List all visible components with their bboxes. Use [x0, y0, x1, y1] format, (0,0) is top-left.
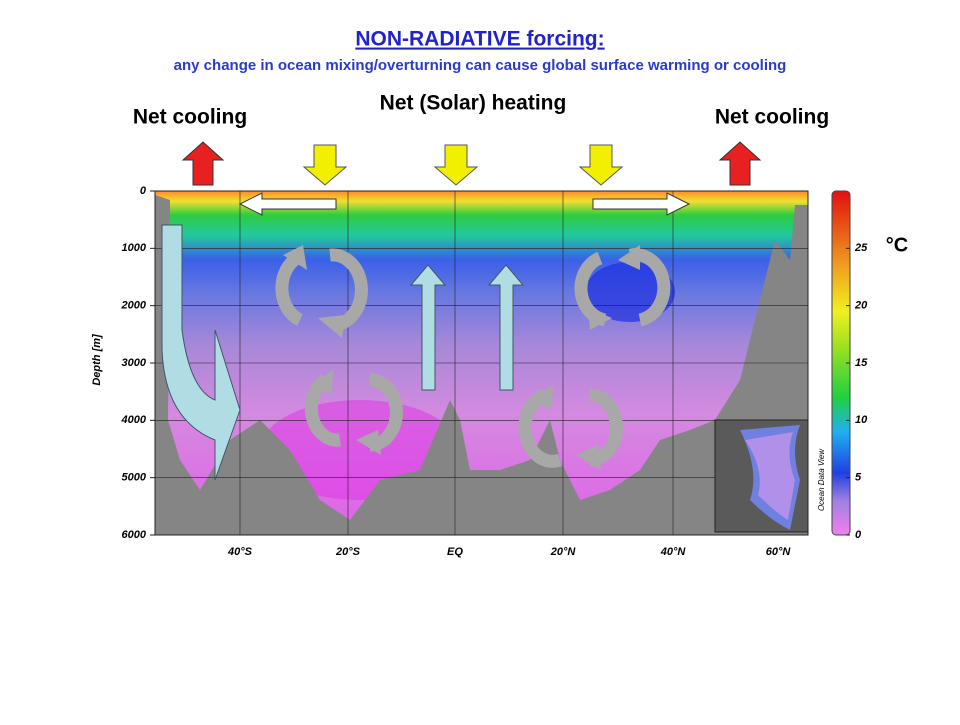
overturning-cells [275, 248, 671, 468]
upwelling-arrow [409, 264, 447, 391]
map-ocean [745, 432, 795, 520]
heating-arrow [433, 144, 479, 186]
colorbar-tick-label: 25 [854, 242, 868, 254]
cooling-arrow [181, 141, 225, 186]
colorbar-tick-label: 15 [855, 357, 868, 369]
x-tick-label: 40°S [227, 546, 253, 558]
title: NON-RADIATIVE forcing: [355, 28, 604, 51]
y-tick-label: 3000 [122, 357, 147, 369]
x-tick-label: 20°S [335, 546, 361, 558]
cell-arrowheads [283, 245, 640, 470]
y-tick-label: 1000 [122, 242, 147, 254]
heating-arrow [578, 144, 624, 186]
y-tick-label: 4000 [121, 414, 147, 426]
x-tick-label: EQ [447, 546, 463, 558]
subtitle: any change in ocean mixing/overturning c… [174, 57, 787, 74]
colorbar-tick-label: 0 [855, 529, 862, 541]
colorbar-tick-label: 5 [855, 472, 862, 484]
y-tick-label: 5000 [122, 472, 147, 484]
cooling-arrow [718, 141, 762, 186]
y-tick-label: 6000 [122, 529, 147, 541]
heating-arrow [302, 144, 348, 186]
inset-map [714, 419, 809, 533]
colorbar-tick-label: 20 [854, 300, 868, 312]
arrows [161, 141, 762, 481]
colorbar-unit: °C [886, 234, 908, 256]
x-tick-label: 20°N [550, 546, 577, 558]
credit: Ocean Data View [817, 448, 826, 511]
y-axis-label: Depth [m] [91, 334, 103, 386]
surface-flow [592, 192, 691, 216]
x-tick-label: 40°N [660, 546, 687, 558]
deep-water-arrow [161, 224, 241, 481]
x-tick-label: 60°N [766, 546, 792, 558]
y-tick-label: 2000 [121, 300, 147, 312]
y-tick-label: 0 [140, 185, 147, 197]
surface-flow [238, 192, 337, 216]
colorbar-tick-label: 10 [855, 414, 868, 426]
upwelling-arrow [487, 264, 525, 391]
label-right: Net cooling [715, 106, 829, 129]
label-center: Net (Solar) heating [380, 92, 567, 115]
label-left: Net cooling [133, 106, 247, 129]
